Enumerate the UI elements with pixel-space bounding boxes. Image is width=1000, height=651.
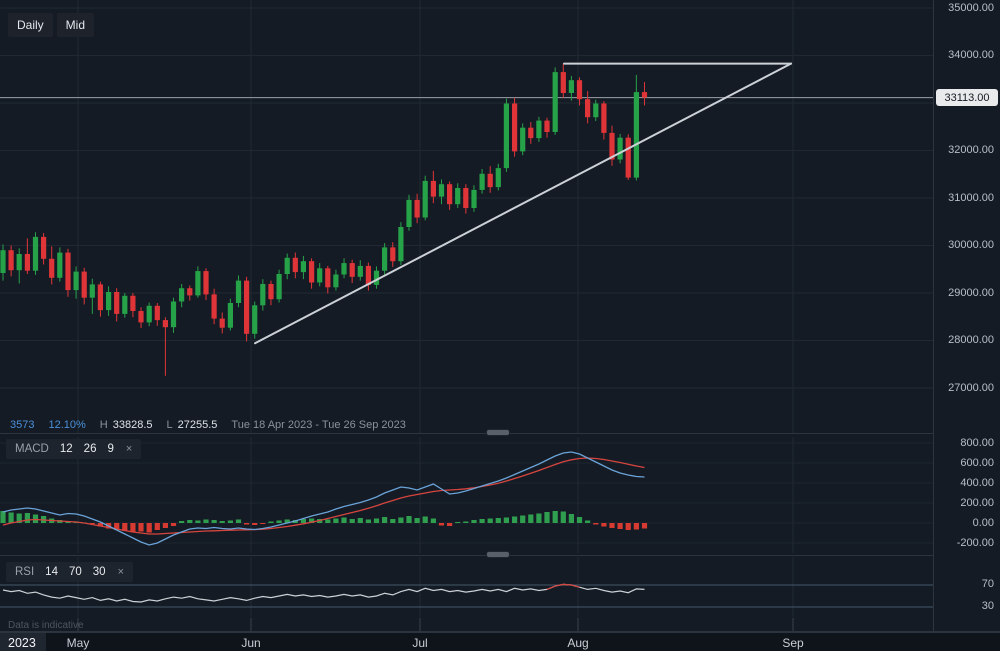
- price-tick-label: 31000.00: [948, 191, 994, 204]
- time-axis[interactable]: 2023 May Jun Jul Aug Sep: [0, 632, 1000, 651]
- axis-divider: [0, 631, 1000, 632]
- month-label-jul: Jul: [412, 636, 428, 650]
- rsi-level-label: 70: [981, 578, 994, 590]
- macd-pane-resize-handle[interactable]: [486, 429, 510, 436]
- high-key: H: [99, 419, 108, 431]
- info-high: H 33828.5: [100, 419, 153, 431]
- macd-tick-label: 200.00: [960, 497, 994, 509]
- price-tick-label: 30000.00: [948, 239, 994, 252]
- month-label-jun: Jun: [241, 636, 261, 650]
- timeframe-toolbar: Daily Mid: [8, 13, 95, 37]
- macd-chart[interactable]: [0, 437, 933, 553]
- macd-param-fast: 12: [59, 443, 73, 455]
- rsi-pane[interactable]: [0, 557, 933, 631]
- data-indicative-note: Data is indicative: [8, 620, 84, 631]
- month-label-sep: Sep: [782, 636, 804, 650]
- info-change-percent: 12.10%: [48, 419, 86, 431]
- low-value: 27255.5: [177, 419, 218, 431]
- date-range: Tue 18 Apr 2023 - Tue 26 Sep 2023: [231, 419, 406, 431]
- macd-tick-label: 800.00: [960, 437, 994, 449]
- macd-tick-label: 0.00: [972, 517, 994, 529]
- price-axis[interactable]: 35000.00 34000.00 32000.00 31000.00 30000.00…: [933, 0, 1000, 631]
- timeframe-daily-button[interactable]: Daily: [8, 13, 53, 37]
- rsi-param-lower: 30: [92, 566, 106, 578]
- current-price-badge: 33113.00: [936, 89, 998, 107]
- rsi-label: RSI: [15, 566, 35, 578]
- macd-pane[interactable]: [0, 437, 933, 553]
- rsi-close-icon[interactable]: ×: [117, 566, 124, 578]
- low-key: L: [166, 419, 173, 431]
- macd-param-signal: 9: [107, 443, 114, 455]
- year-marker: 2023: [0, 633, 46, 651]
- info-value: 3573: [10, 419, 35, 431]
- macd-tick-label: 600.00: [960, 457, 994, 469]
- price-tick-label: 32000.00: [948, 144, 994, 157]
- rsi-chart[interactable]: [0, 557, 933, 631]
- price-tick-label: 28000.00: [948, 334, 994, 347]
- price-tick-label: 27000.00: [948, 381, 994, 394]
- price-tick-label: 34000.00: [948, 49, 994, 62]
- rsi-param-period: 14: [45, 566, 58, 578]
- candlestick-chart[interactable]: [0, 0, 933, 433]
- price-tick-label: 29000.00: [948, 286, 994, 299]
- macd-indicator-chip[interactable]: MACD 12 26 9 ×: [6, 439, 142, 459]
- rsi-param-upper: 70: [68, 566, 82, 578]
- price-mode-mid-button[interactable]: Mid: [56, 13, 95, 37]
- instrument-info-bar: 3573 12.10% H 33828.5 L 27255.5 Tue 18 A…: [10, 418, 406, 432]
- month-label-aug: Aug: [567, 636, 589, 650]
- price-pane[interactable]: [0, 0, 933, 433]
- macd-param-slow: 26: [83, 443, 97, 455]
- macd-close-icon[interactable]: ×: [125, 443, 133, 455]
- month-label-may: May: [66, 636, 90, 650]
- macd-label: MACD: [15, 443, 49, 455]
- price-tick-label: 35000.00: [948, 1, 994, 14]
- info-low: L 27255.5: [167, 419, 218, 431]
- rsi-pane-resize-handle[interactable]: [486, 551, 510, 558]
- macd-tick-label: 400.00: [960, 477, 994, 489]
- high-value: 33828.5: [112, 419, 153, 431]
- rsi-level-label: 30: [981, 600, 994, 612]
- macd-tick-label: -200.00: [956, 537, 994, 549]
- rsi-indicator-chip[interactable]: RSI 14 70 30 ×: [6, 562, 133, 582]
